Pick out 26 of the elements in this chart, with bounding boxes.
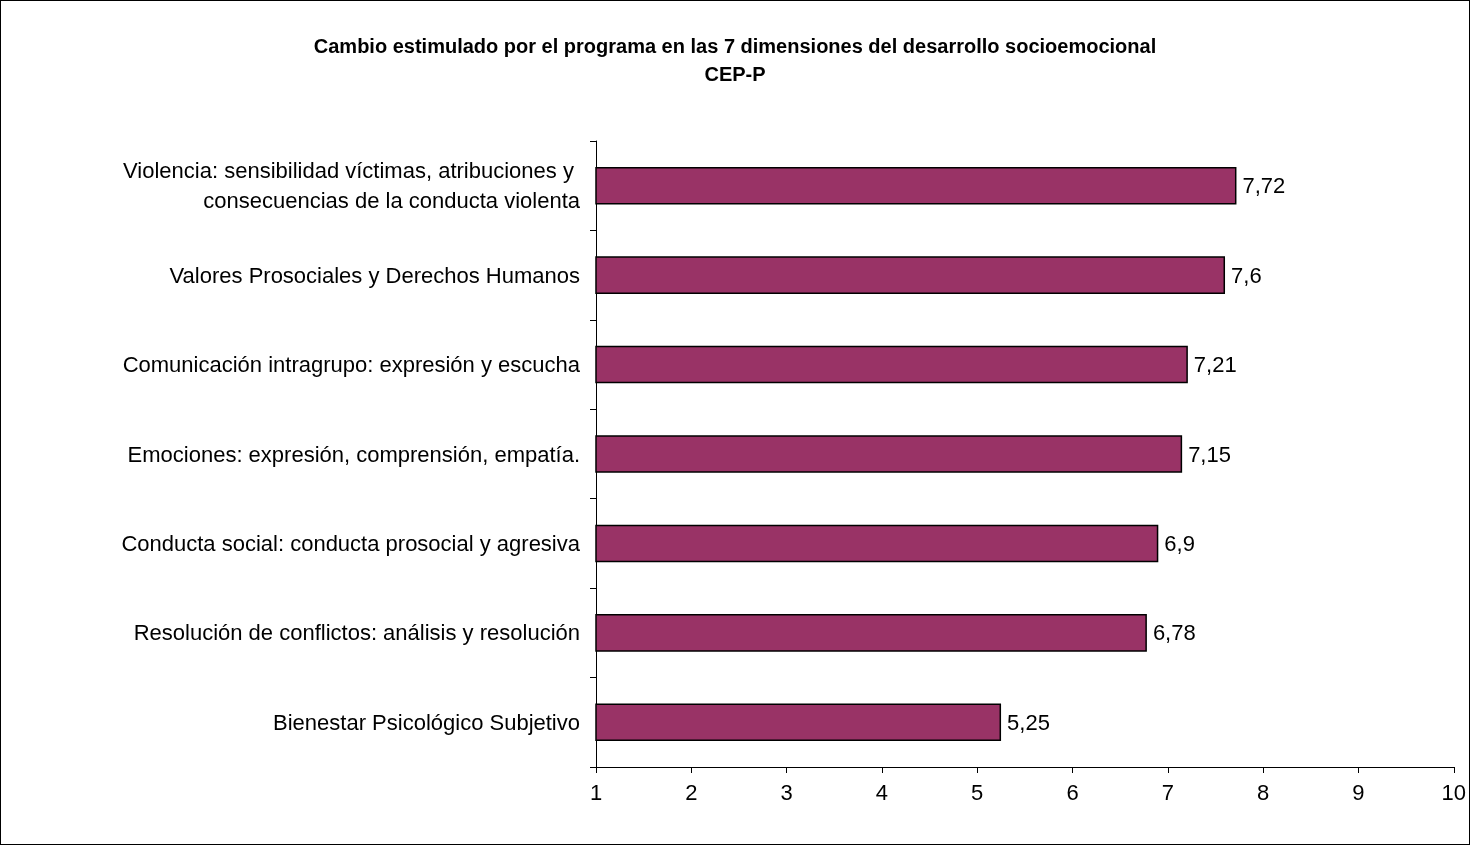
data-label: 7,72	[1242, 173, 1286, 199]
x-tick-label: 7	[1161, 779, 1174, 805]
y-tick-label: Bienestar Psicológico Subjetivo	[273, 709, 580, 735]
x-tick-label: 8	[1257, 779, 1270, 805]
y-tick-label: Violencia: sensibilidad víctimas, atribuciones y consecuencias de la conducta violenta	[123, 158, 581, 214]
x-tick-label: 1	[589, 779, 603, 805]
y-tick-label: Resolución de conflictos: análisis y resolución	[133, 620, 580, 646]
data-label: 7,6	[1231, 262, 1262, 288]
data-label: 7,21	[1193, 352, 1237, 378]
y-tick-label: Conducta social: conducta prosocial y agresiva	[121, 530, 581, 556]
y-tick-label: Comunicación intragrupo: expresión y escucha	[122, 352, 581, 378]
data-label: 5,25	[1007, 709, 1050, 735]
x-tick-label: 2	[685, 779, 698, 805]
y-tick-label: Valores Prosociales y Derechos Humanos	[169, 262, 580, 288]
chart-subtitle: CEP-P	[704, 63, 766, 85]
chart-title: Cambio estimulado por el programa en las 7 dimensiones del desarrollo socioemocional	[313, 35, 1157, 57]
y-tick-label: Emociones: expresión, comprensión, empatía.	[127, 441, 580, 467]
x-tick-label: 9	[1352, 779, 1365, 805]
x-tick-label: 3	[780, 779, 793, 805]
data-label: 7,15	[1188, 441, 1231, 467]
x-tick-label: 4	[875, 779, 889, 805]
data-label: 6,9	[1164, 530, 1195, 556]
data-label: 6,78	[1152, 620, 1196, 646]
x-tick-label: 6	[1066, 779, 1079, 805]
x-tick-label: 5	[971, 779, 984, 805]
x-tick-label: 10	[1441, 779, 1467, 805]
